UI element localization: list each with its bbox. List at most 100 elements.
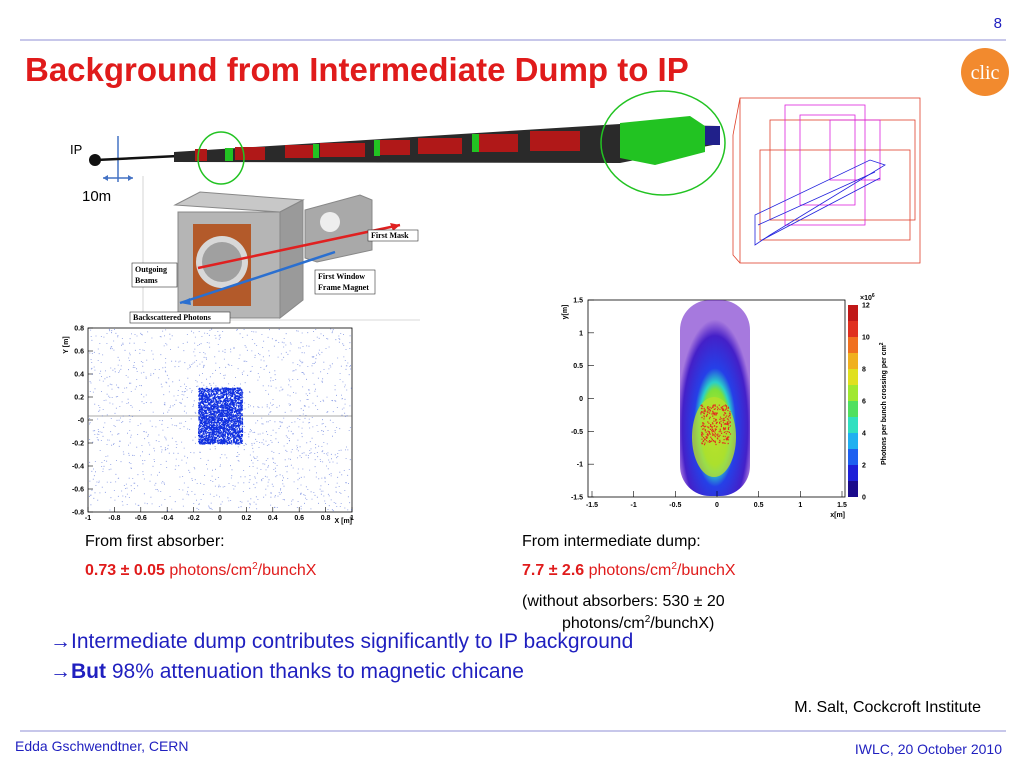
- result-line: 7.7 ± 2.6 photons/cm2/bunchX: [522, 561, 736, 579]
- y-tick-label: 0.4: [74, 372, 84, 379]
- ip-label: IP: [70, 142, 82, 157]
- x-tick-label: 0.2: [242, 515, 252, 522]
- conclusion-arrow: →: [50, 630, 71, 653]
- colorbar-tick-label: 0: [862, 495, 866, 502]
- y-tick-label: -1: [577, 462, 583, 469]
- y-tick-label: 1: [579, 330, 583, 337]
- x-tick-label: -0.8: [108, 515, 120, 522]
- colorbar-label-power: 2: [879, 342, 885, 345]
- scale-label: 10m: [82, 188, 111, 205]
- colorbar-segment: [848, 465, 858, 481]
- x-tick-label: 1: [350, 515, 354, 522]
- x-tick-label: 0.6: [294, 515, 304, 522]
- result-unit-end: /bunchX: [677, 562, 736, 579]
- dump-heatmap-plot: [587, 299, 858, 498]
- colorbar-segment: [848, 433, 858, 449]
- y-tick-label: -0.5: [571, 429, 583, 436]
- conclusion-text: 98% attenuation thanks to magnetic chica…: [106, 660, 524, 683]
- heat-hotspots: [700, 404, 732, 446]
- svg-text:clic: clic: [971, 62, 1000, 84]
- y-tick-label: -1.5: [571, 495, 583, 502]
- colorbar-segment: [848, 401, 858, 417]
- render-label: First Window: [318, 272, 365, 281]
- y-axis-label: Y [m]: [63, 336, 70, 353]
- render-label: Frame Magnet: [318, 283, 369, 292]
- result-note: (without absorbers: 530 ± 20: [522, 593, 725, 610]
- conclusion-bold: But: [71, 660, 106, 683]
- colorbar-tick-label: 12: [862, 303, 870, 310]
- x-axis-label: x[m]: [830, 512, 845, 519]
- note-unit: photons/cm: [562, 615, 645, 632]
- x-tick-label: 0.8: [321, 515, 331, 522]
- colorbar-segment: [848, 417, 858, 433]
- footer-event: IWLC, 20 October 2010: [855, 741, 1002, 757]
- x-tick-label: 0.4: [268, 515, 278, 522]
- result-value: 0.73 ± 0.05: [85, 562, 165, 579]
- note-unit-end: /bunchX): [650, 615, 714, 632]
- y-tick-label: 0: [579, 396, 583, 403]
- result-unit: photons/cm: [165, 562, 252, 579]
- colorbar-tick-label: 2: [862, 463, 866, 470]
- colorbar-tick-label: 10: [862, 335, 870, 342]
- result-unit: photons/cm: [584, 562, 671, 579]
- colorbar-tick-label: 8: [862, 367, 866, 374]
- result-unit-sup: 2: [252, 561, 258, 572]
- y-tick-label: -0.6: [72, 487, 84, 494]
- y-tick-label: -0: [78, 418, 84, 425]
- render-label: Beams: [135, 276, 158, 285]
- x-tick-label: -0.4: [161, 515, 173, 522]
- colorbar-segment: [848, 385, 858, 401]
- colorbar-segment: [848, 369, 858, 385]
- footer-author: Edda Gschwendtner, CERN: [15, 738, 189, 754]
- colorbar-segment: [848, 337, 858, 353]
- colorbar-segment: [848, 321, 858, 337]
- x-tick-label: -0.2: [188, 515, 200, 522]
- y-tick-label: -0.2: [72, 441, 84, 448]
- result-unit-end: /bunchX: [258, 562, 317, 579]
- clic-logo: clic: [961, 48, 1009, 96]
- colorbar-segment: [848, 449, 858, 465]
- x-tick-label: -1.5: [586, 502, 598, 509]
- conclusion-text: Intermediate dump contributes significan…: [71, 630, 633, 653]
- result-value: 7.7 ± 2.6: [522, 562, 584, 579]
- credit: M. Salt, Cockcroft Institute: [794, 699, 981, 716]
- conclusion: →But 98% attenuation thanks to magnetic …: [50, 660, 524, 683]
- x-tick-label: 0: [715, 502, 719, 509]
- y-tick-label: 0.2: [74, 395, 84, 402]
- y-tick-label: 0.8: [74, 326, 84, 333]
- absorber-render: [129, 176, 420, 324]
- conclusion-arrow: →: [50, 660, 71, 683]
- note-unit-sup: 2: [645, 614, 651, 625]
- x-tick-label: 0: [218, 515, 222, 522]
- colorbar-exponent: ×106: [860, 293, 875, 302]
- conclusion: →Intermediate dump contributes significa…: [50, 630, 633, 653]
- beamline: [89, 90, 726, 196]
- scatter-dots: [89, 328, 352, 512]
- absorber-scatter-plot: [87, 327, 353, 513]
- result-unit-sup: 2: [671, 561, 677, 572]
- x-tick-label: 0.5: [754, 502, 764, 509]
- x-tick-label: -1: [631, 502, 637, 509]
- x-axis-label: X [m]: [335, 518, 353, 525]
- y-tick-label: 0.6: [74, 349, 84, 356]
- colorbar-segment: [848, 353, 858, 369]
- y-tick-label: -0.4: [72, 464, 84, 471]
- result-heading: From intermediate dump:: [522, 533, 701, 550]
- y-tick-label: 1.5: [573, 298, 583, 305]
- result-note-unit: photons/cm2/bunchX): [562, 614, 714, 632]
- colorbar-label: Photons per bunch crossing per cm2: [879, 342, 888, 465]
- x-tick-label: 1.5: [837, 502, 847, 509]
- x-tick-label: -0.6: [135, 515, 147, 522]
- y-tick-label: -0.8: [72, 510, 84, 517]
- y-tick-label: 0.5: [573, 363, 583, 370]
- page-number: 8: [994, 15, 1002, 32]
- render-label: First Mask: [371, 231, 409, 240]
- result-line: 0.73 ± 0.05 photons/cm2/bunchX: [85, 561, 317, 579]
- colorbar-segment: [848, 305, 858, 321]
- result-heading: From first absorber:: [85, 533, 225, 550]
- x-tick-label: -1: [85, 515, 91, 522]
- slide-title: Background from Intermediate Dump to IP: [25, 51, 689, 88]
- scatter-cluster: [198, 387, 244, 445]
